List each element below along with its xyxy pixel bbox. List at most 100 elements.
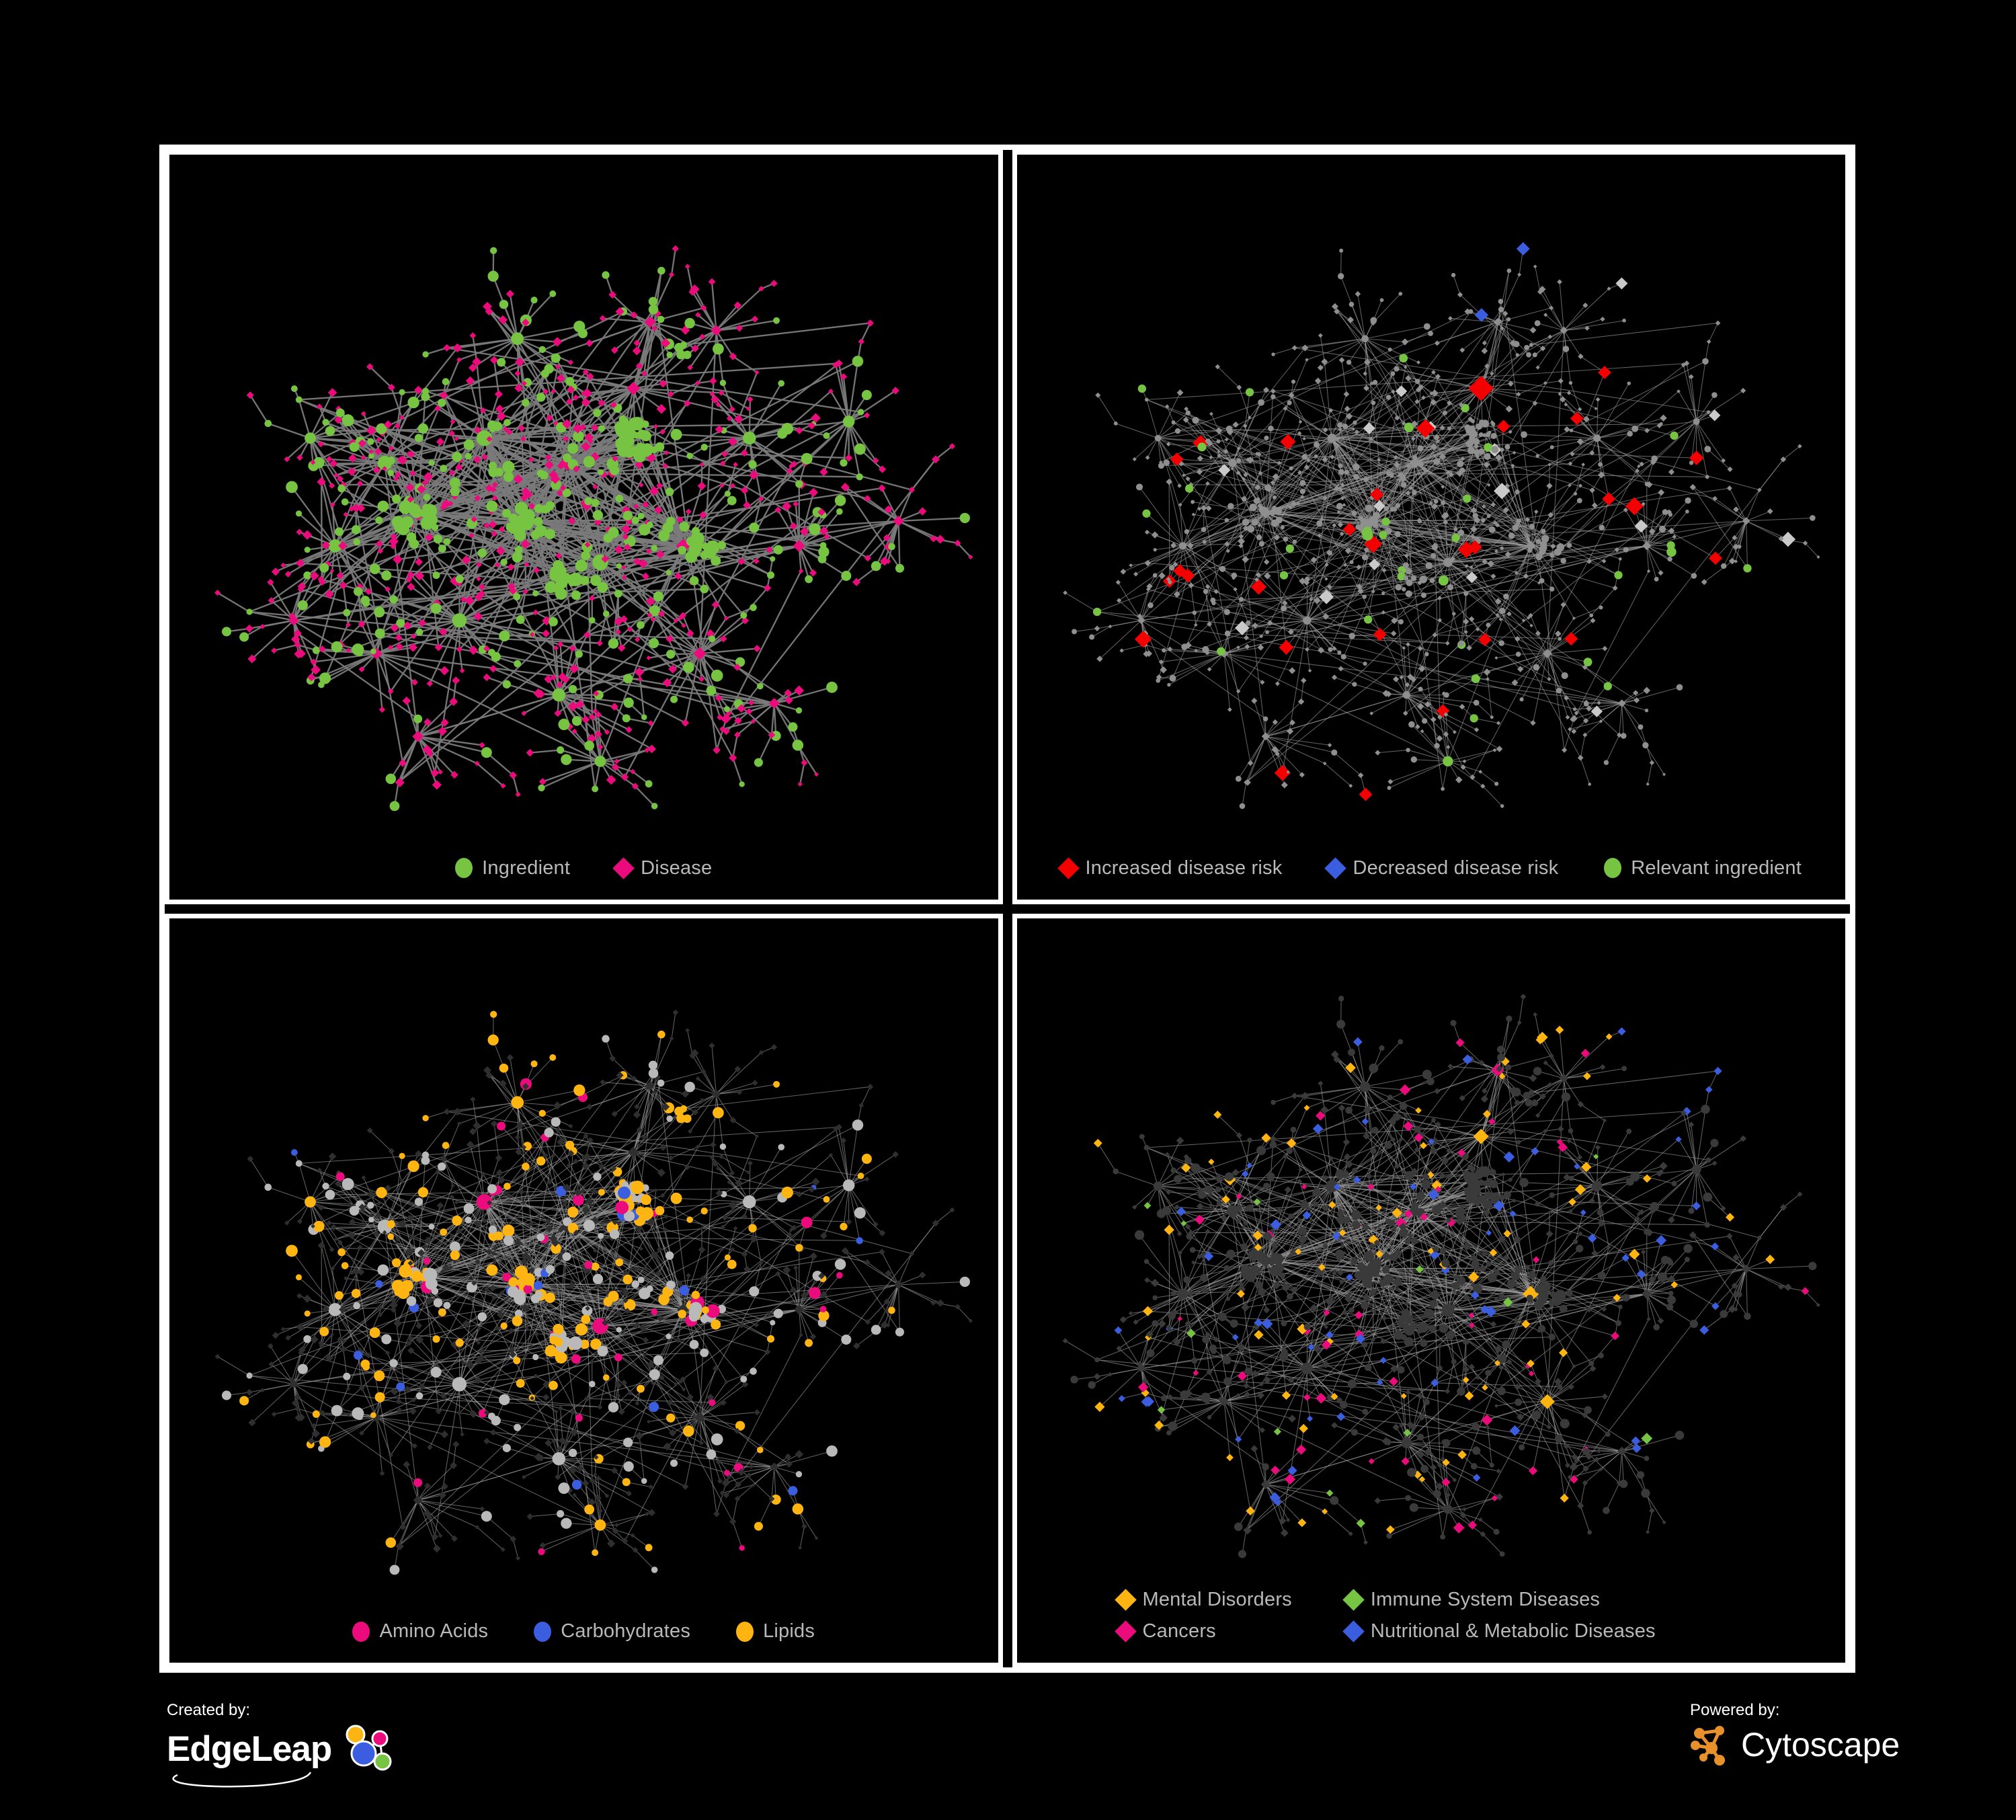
network-node[interactable] (1433, 542, 1437, 547)
network-node[interactable] (1556, 1384, 1562, 1390)
network-node[interactable] (642, 501, 649, 508)
network-node[interactable] (1689, 461, 1693, 465)
network-node[interactable] (1422, 1069, 1432, 1079)
network-node[interactable] (1287, 400, 1292, 405)
network-node[interactable] (682, 1482, 689, 1490)
network-node[interactable] (1378, 1045, 1385, 1051)
network-node[interactable] (513, 474, 523, 484)
network-node[interactable] (1430, 716, 1437, 723)
network-node[interactable] (1514, 1265, 1522, 1273)
network-node[interactable] (840, 1222, 848, 1230)
network-node[interactable] (1348, 301, 1354, 307)
network-node[interactable] (1466, 1171, 1477, 1182)
network-node[interactable] (443, 1301, 451, 1309)
network-node[interactable] (388, 1409, 393, 1413)
network-node[interactable] (514, 383, 523, 393)
network-node[interactable] (1496, 746, 1502, 752)
network-node[interactable] (1353, 1037, 1363, 1047)
network-node[interactable] (1368, 1458, 1375, 1464)
network-node[interactable] (1313, 596, 1321, 604)
network-node[interactable] (1404, 1171, 1413, 1180)
network-node[interactable] (1361, 1408, 1368, 1415)
network-node[interactable] (621, 1537, 629, 1544)
network-node[interactable] (1685, 510, 1689, 514)
network-node[interactable] (1689, 483, 1696, 491)
network-node[interactable] (1470, 1290, 1480, 1300)
network-node[interactable] (1445, 641, 1450, 646)
network-node[interactable] (729, 1201, 737, 1210)
network-node[interactable] (465, 452, 472, 460)
network-node[interactable] (723, 1469, 731, 1476)
network-node[interactable] (1620, 733, 1627, 739)
network-node[interactable] (1286, 1138, 1296, 1148)
network-node[interactable] (724, 1254, 731, 1261)
network-node[interactable] (819, 542, 827, 549)
network-node[interactable] (1595, 1144, 1601, 1150)
network-node[interactable] (1266, 1367, 1273, 1374)
network-node[interactable] (443, 344, 451, 352)
network-node[interactable] (1649, 1201, 1659, 1212)
network-node[interactable] (1108, 625, 1112, 629)
network-node[interactable] (449, 477, 460, 489)
network-node[interactable] (823, 1195, 830, 1203)
network-node[interactable] (303, 1294, 312, 1303)
network-node[interactable] (1434, 1121, 1441, 1127)
network-node[interactable] (1197, 442, 1207, 452)
network-node[interactable] (1451, 1281, 1459, 1290)
network-node[interactable] (330, 1332, 334, 1337)
network-node[interactable] (438, 545, 446, 553)
network-node[interactable] (515, 1148, 522, 1156)
network-node[interactable] (449, 697, 458, 707)
network-node[interactable] (1514, 489, 1520, 495)
network-node[interactable] (569, 1409, 576, 1415)
network-node[interactable] (1132, 1318, 1139, 1324)
network-node[interactable] (1434, 340, 1440, 346)
network-node[interactable] (522, 509, 535, 522)
network-node[interactable] (1402, 562, 1409, 569)
network-node[interactable] (1601, 1392, 1608, 1400)
network-node[interactable] (1500, 1172, 1506, 1177)
network-node[interactable] (1572, 707, 1576, 711)
network-node[interactable] (1534, 320, 1541, 327)
network-node[interactable] (840, 483, 850, 492)
network-node[interactable] (1190, 500, 1195, 504)
network-node[interactable] (789, 1227, 794, 1232)
network-node[interactable] (1177, 1250, 1182, 1255)
network-node[interactable] (361, 1175, 366, 1180)
network-node[interactable] (502, 680, 512, 688)
network-node[interactable] (1159, 666, 1167, 674)
network-node[interactable] (481, 1217, 488, 1224)
network-node[interactable] (496, 1310, 505, 1318)
network-node[interactable] (1270, 1465, 1280, 1474)
network-node[interactable] (603, 533, 613, 543)
network-node[interactable] (1597, 1208, 1603, 1216)
network-node[interactable] (1092, 607, 1101, 617)
network-node[interactable] (1517, 272, 1521, 277)
network-node[interactable] (387, 1232, 395, 1240)
network-node[interactable] (1418, 686, 1423, 692)
network-node[interactable] (411, 678, 418, 686)
network-node[interactable] (1409, 1503, 1418, 1512)
network-node[interactable] (666, 569, 672, 576)
network-node[interactable] (1401, 1308, 1410, 1318)
network-node[interactable] (508, 514, 518, 524)
network-node[interactable] (1480, 1265, 1486, 1271)
network-node[interactable] (1176, 389, 1183, 396)
network-node[interactable] (573, 1229, 579, 1236)
network-node[interactable] (1711, 392, 1718, 398)
network-node[interactable] (1379, 1356, 1387, 1363)
network-node[interactable] (895, 563, 904, 573)
network-node[interactable] (319, 645, 326, 653)
network-node[interactable] (1597, 366, 1611, 379)
network-node[interactable] (1394, 366, 1400, 372)
network-node[interactable] (1378, 530, 1387, 539)
network-node[interactable] (586, 339, 594, 348)
network-node[interactable] (589, 1477, 596, 1484)
network-node[interactable] (533, 567, 540, 574)
network-node[interactable] (1348, 1306, 1355, 1313)
network-node[interactable] (1236, 1392, 1240, 1397)
network-node[interactable] (818, 1310, 830, 1321)
network-node[interactable] (1284, 1185, 1291, 1193)
network-node[interactable] (1700, 1104, 1710, 1114)
network-node[interactable] (679, 1285, 690, 1296)
